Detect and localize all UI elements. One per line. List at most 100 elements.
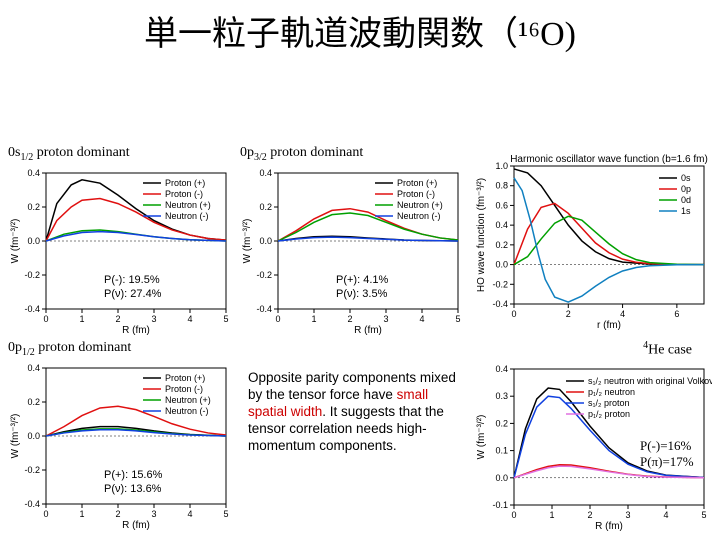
- svg-text:0: 0: [511, 510, 516, 520]
- svg-text:1.0: 1.0: [495, 161, 508, 171]
- svg-text:0s: 0s: [681, 173, 691, 183]
- svg-text:0.4: 0.4: [27, 168, 40, 178]
- svg-text:Proton (+): Proton (+): [165, 178, 205, 188]
- svg-text:Neutron (-): Neutron (-): [397, 211, 441, 221]
- svg-text:1s: 1s: [681, 206, 691, 216]
- svg-text:2: 2: [115, 509, 120, 519]
- svg-text:0.6: 0.6: [495, 200, 508, 210]
- panel-0p12-title: 0p1/2 proton dominant: [8, 340, 232, 358]
- svg-text:5: 5: [455, 314, 460, 324]
- svg-text:0: 0: [43, 509, 48, 519]
- panel-0s12-title: 0s1/2 proton dominant: [8, 145, 232, 163]
- svg-text:P(ν): 27.4%: P(ν): 27.4%: [104, 288, 162, 300]
- svg-text:4: 4: [187, 314, 192, 324]
- p-minus-value: P(-)=16%: [640, 438, 694, 454]
- panel-0p32: 0p3/2 proton dominant 012345-0.4-0.20.00…: [240, 145, 464, 335]
- svg-text:0: 0: [43, 314, 48, 324]
- svg-text:P(+): 4.1%: P(+): 4.1%: [336, 274, 388, 286]
- svg-text:P(ν): 3.5%: P(ν): 3.5%: [336, 288, 388, 300]
- svg-text:-0.2: -0.2: [256, 270, 272, 280]
- svg-text:W (fm⁻³/²): W (fm⁻³/²): [242, 218, 253, 263]
- svg-text:r (fm): r (fm): [597, 320, 621, 330]
- svg-text:W (fm⁻³/²): W (fm⁻³/²): [476, 414, 487, 459]
- panel-he4: 4He case 0 1 2 3 4 5 -0.1 0.0 0.1 0.2 0.3 0.4 R (fm)…: [474, 340, 712, 531]
- svg-text:0d: 0d: [681, 195, 691, 205]
- he4-probabilities: P(-)=16% P(π)=17%: [640, 438, 694, 470]
- svg-text:Proton (+): Proton (+): [165, 373, 205, 383]
- svg-text:5: 5: [223, 509, 228, 519]
- svg-text:0.4: 0.4: [495, 220, 508, 230]
- svg-text:4: 4: [187, 509, 192, 519]
- svg-text:2: 2: [566, 309, 571, 319]
- panel-ho: 0246-0.4-0.20.00.20.40.60.81.0r (fm)HO w…: [474, 150, 712, 330]
- svg-text:0.0: 0.0: [495, 472, 508, 482]
- svg-text:-0.4: -0.4: [492, 299, 508, 309]
- svg-text:4: 4: [620, 309, 625, 319]
- svg-text:0.1: 0.1: [495, 445, 508, 455]
- svg-text:3: 3: [151, 314, 156, 324]
- svg-text:0.4: 0.4: [259, 168, 272, 178]
- svg-text:-0.4: -0.4: [256, 304, 272, 314]
- svg-text:3: 3: [151, 509, 156, 519]
- svg-text:R (fm): R (fm): [122, 520, 150, 530]
- svg-text:-0.4: -0.4: [24, 304, 40, 314]
- svg-text:4: 4: [663, 510, 668, 520]
- svg-text:Neutron (+): Neutron (+): [397, 200, 443, 210]
- svg-text:0.2: 0.2: [259, 202, 272, 212]
- svg-text:-0.4: -0.4: [24, 499, 40, 509]
- svg-text:Proton (-): Proton (-): [165, 189, 203, 199]
- svg-text:P(ν): 13.6%: P(ν): 13.6%: [104, 483, 162, 495]
- svg-text:2: 2: [587, 510, 592, 520]
- svg-text:-0.2: -0.2: [24, 270, 40, 280]
- svg-text:0.0: 0.0: [27, 236, 40, 246]
- svg-text:0: 0: [511, 309, 516, 319]
- svg-text:s₁/₂ neutron with original Vol: s₁/₂ neutron with original Volkov No. 1: [588, 376, 712, 386]
- svg-text:0.0: 0.0: [259, 236, 272, 246]
- svg-text:0.4: 0.4: [27, 363, 40, 373]
- svg-text:W (fm⁻³/²): W (fm⁻³/²): [10, 218, 21, 263]
- svg-text:Harmonic oscillator wave funct: Harmonic oscillator wave function (b=1.6…: [510, 154, 708, 165]
- svg-text:6: 6: [674, 309, 679, 319]
- svg-text:0.0: 0.0: [27, 431, 40, 441]
- svg-text:2: 2: [347, 314, 352, 324]
- svg-text:R (fm): R (fm): [354, 325, 382, 335]
- svg-text:Proton (-): Proton (-): [165, 384, 203, 394]
- svg-text:P(-): 19.5%: P(-): 19.5%: [104, 274, 160, 286]
- svg-text:5: 5: [701, 510, 706, 520]
- svg-text:0.3: 0.3: [495, 391, 508, 401]
- svg-text:0.8: 0.8: [495, 181, 508, 191]
- svg-text:Proton (+): Proton (+): [397, 178, 437, 188]
- svg-text:2: 2: [115, 314, 120, 324]
- svg-text:Proton (-): Proton (-): [397, 189, 435, 199]
- svg-text:1: 1: [549, 510, 554, 520]
- panel-he4-title: 4He case: [474, 340, 712, 359]
- svg-text:Neutron (-): Neutron (-): [165, 406, 209, 416]
- panel-0p12: 0p1/2 proton dominant 012345-0.4-0.20.00…: [8, 340, 232, 530]
- svg-text:s₁/₂ proton: s₁/₂ proton: [588, 398, 630, 408]
- panel-0p32-title: 0p3/2 proton dominant: [240, 145, 464, 163]
- svg-text:HO wave function (fm⁻³/²): HO wave function (fm⁻³/²): [476, 178, 487, 292]
- svg-text:p₁/₂ proton: p₁/₂ proton: [588, 409, 630, 419]
- svg-text:-0.1: -0.1: [492, 500, 508, 510]
- svg-text:0: 0: [275, 314, 280, 324]
- svg-text:3: 3: [625, 510, 630, 520]
- svg-text:0.0: 0.0: [495, 260, 508, 270]
- svg-text:1: 1: [311, 314, 316, 324]
- svg-text:-0.2: -0.2: [24, 465, 40, 475]
- svg-text:R (fm): R (fm): [122, 325, 150, 335]
- p-pi-value: P(π)=17%: [640, 454, 694, 470]
- svg-text:0.4: 0.4: [495, 364, 508, 374]
- svg-text:0.2: 0.2: [495, 418, 508, 428]
- svg-text:Neutron (-): Neutron (-): [165, 211, 209, 221]
- svg-text:R (fm): R (fm): [595, 521, 623, 531]
- page-title: 単一粒子軌道波動関数（¹⁶O): [0, 6, 720, 55]
- svg-text:0.2: 0.2: [27, 397, 40, 407]
- svg-text:Neutron (+): Neutron (+): [165, 200, 211, 210]
- svg-text:W (fm⁻³/²): W (fm⁻³/²): [10, 413, 21, 458]
- svg-text:5: 5: [223, 314, 228, 324]
- svg-text:p₁/₂ neutron: p₁/₂ neutron: [588, 387, 635, 397]
- svg-text:0.2: 0.2: [27, 202, 40, 212]
- panel-0s12: 0s1/2 proton dominant 012345-0.4-0.20.00…: [8, 145, 232, 335]
- explanation-text: Opposite parity components mixed by the …: [248, 370, 456, 454]
- svg-text:0.2: 0.2: [495, 240, 508, 250]
